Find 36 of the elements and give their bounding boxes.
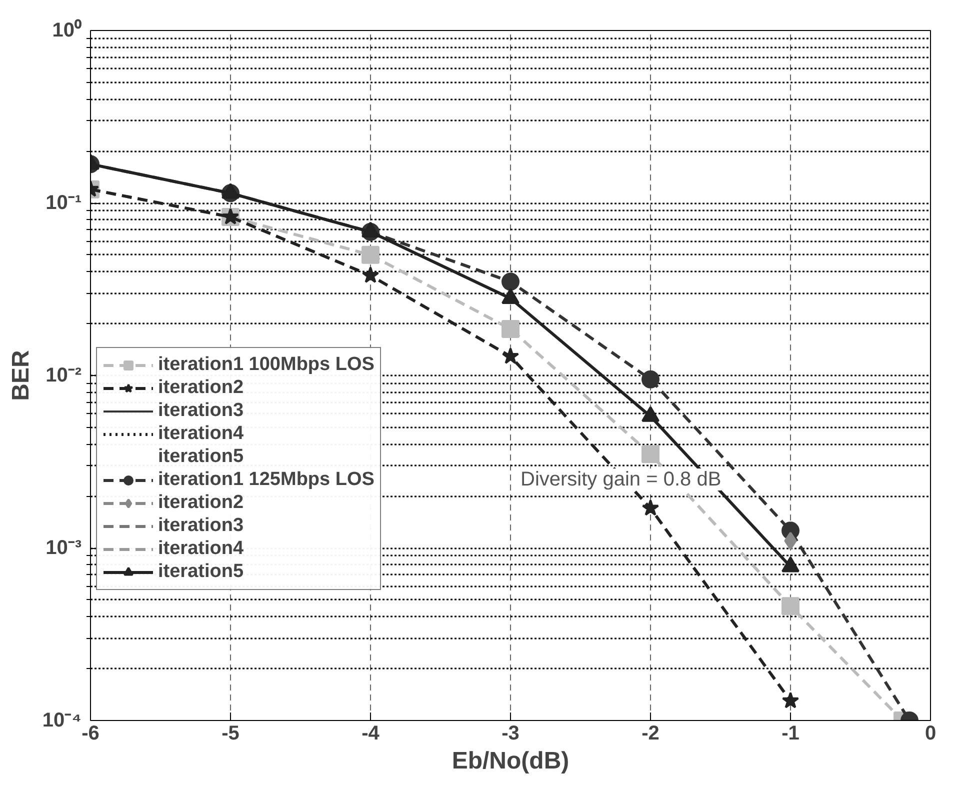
point xyxy=(642,499,660,516)
x-tick-label: -4 xyxy=(362,722,380,744)
point xyxy=(502,272,520,291)
x-tick-label: -6 xyxy=(82,722,100,744)
point xyxy=(362,246,380,264)
point xyxy=(362,266,380,283)
legend-label: iteration5 xyxy=(158,561,244,583)
legend-label: iteration5 xyxy=(158,446,244,468)
legend-label: iteration3 xyxy=(158,400,244,422)
y-tick-label: 10⁻¹ xyxy=(46,192,82,214)
point xyxy=(642,445,660,464)
point xyxy=(502,320,520,338)
annotation: Diversity gain = 0.8 dB xyxy=(520,468,722,490)
point xyxy=(642,370,660,388)
legend-label: iteration1 125Mbps LOS xyxy=(158,469,374,491)
y-axis-title: BER xyxy=(7,350,34,401)
x-tick-label: -5 xyxy=(222,722,240,744)
x-tick-label: -3 xyxy=(502,722,520,744)
y-tick-label: 10⁻² xyxy=(46,364,82,386)
point xyxy=(782,597,800,616)
x-tick-label: 0 xyxy=(924,722,936,744)
point xyxy=(784,532,797,550)
x-tick-label: -1 xyxy=(782,722,800,744)
legend-label: iteration1 100Mbps LOS xyxy=(158,354,374,376)
legend-label: iteration2 xyxy=(158,492,244,514)
y-tick-label: 10⁻⁴ xyxy=(42,710,82,732)
legend-label: iteration2 xyxy=(158,377,244,399)
legend-label: iteration4 xyxy=(158,538,244,560)
point xyxy=(502,347,520,364)
legend-label: iteration4 xyxy=(158,423,244,445)
x-tick-label: -2 xyxy=(642,722,660,744)
y-tick-label: 10⁻³ xyxy=(46,537,82,559)
legend-label: iteration3 xyxy=(158,515,244,537)
y-tick-label: 10⁰ xyxy=(52,18,82,42)
x-axis-title: Eb/No(dB) xyxy=(452,748,570,774)
point xyxy=(782,692,800,708)
